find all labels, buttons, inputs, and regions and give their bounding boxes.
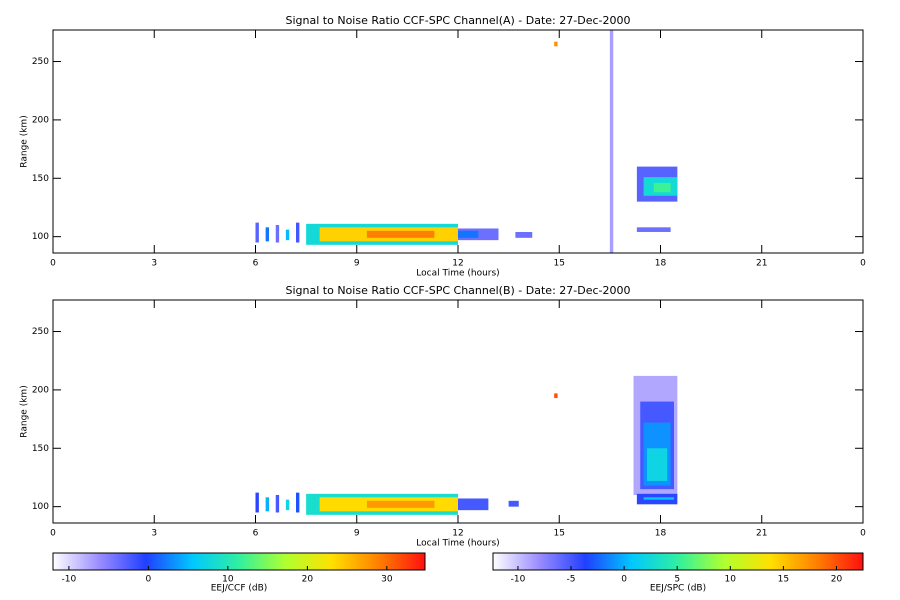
heat-cell — [255, 222, 259, 243]
chart-title: Signal to Noise Ratio CCF-SPC Channel(A)… — [286, 14, 631, 27]
colorbar — [492, 552, 864, 571]
heat-cell — [554, 41, 558, 47]
y-tick-label: 150 — [32, 444, 49, 454]
y-axis-label: Range (km) — [20, 385, 30, 437]
x-tick-label: 9 — [354, 259, 360, 269]
x-tick-label: 18 — [655, 259, 667, 269]
y-tick-label: 150 — [32, 174, 49, 184]
y-tick-label: 200 — [32, 115, 49, 125]
x-tick-label: 0 — [860, 259, 866, 269]
colorbar-tick-label: 20 — [831, 575, 843, 585]
x-tick-label: 21 — [756, 529, 767, 539]
y-tick-label: 250 — [32, 57, 49, 67]
heat-cell — [458, 498, 489, 511]
colorbar-tick-label: -10 — [62, 575, 77, 585]
x-tick-label: 15 — [554, 259, 565, 269]
x-tick-label: 15 — [554, 529, 565, 539]
heat-cell — [647, 448, 668, 481]
colorbar-tick-label: -5 — [567, 575, 576, 585]
heat-cell — [643, 497, 674, 500]
heat-cell — [636, 227, 671, 232]
heat-cell — [285, 499, 290, 511]
colorbar-tick-label: -10 — [511, 575, 526, 585]
heat-cell — [265, 227, 269, 242]
colorbar-tick-label: 0 — [621, 575, 627, 585]
x-tick-label: 12 — [452, 529, 463, 539]
heat-cell — [508, 500, 519, 507]
x-tick-label: 12 — [452, 259, 463, 269]
colorbar — [52, 552, 426, 571]
x-axis-label: Local Time (hours) — [416, 539, 499, 549]
colorbar-label: EEJ/CCF (dB) — [211, 584, 268, 594]
x-tick-label: 6 — [253, 529, 259, 539]
plot-frame — [52, 29, 864, 254]
colorbar-tick-label: 10 — [222, 575, 234, 585]
x-axis-label: Local Time (hours) — [416, 269, 499, 279]
colorbar-label: EEJ/SPC (dB) — [650, 584, 706, 594]
colorbar-tick-label: 20 — [302, 575, 314, 585]
heat-cell — [255, 492, 259, 513]
y-tick-label: 100 — [32, 502, 49, 512]
colorbar-tick-label: 0 — [146, 575, 152, 585]
x-tick-label: 0 — [50, 529, 56, 539]
x-tick-label: 0 — [860, 529, 866, 539]
colorbar-tick-label: 10 — [725, 575, 737, 585]
y-tick-label: 100 — [32, 232, 49, 242]
colorbar-tick-label: 5 — [674, 575, 680, 585]
y-tick-label: 200 — [32, 385, 49, 395]
heat-cell — [366, 230, 435, 238]
heat-cell — [515, 231, 533, 238]
y-axis-label: Range (km) — [20, 115, 30, 167]
x-tick-label: 0 — [50, 259, 56, 269]
heat-cell — [265, 497, 269, 512]
colorbar-tick-label: 30 — [381, 575, 393, 585]
x-tick-label: 3 — [151, 259, 157, 269]
heat-cell — [609, 30, 614, 253]
chart-title: Signal to Noise Ratio CCF-SPC Channel(B)… — [286, 284, 631, 297]
plot-frame — [52, 299, 864, 524]
heat-cell — [554, 393, 558, 399]
colorbar-tick-label: 15 — [778, 575, 789, 585]
heat-cell — [275, 224, 280, 243]
heat-cell — [296, 222, 300, 243]
heat-cell — [366, 500, 435, 508]
x-tick-label: 3 — [151, 529, 157, 539]
heat-cell — [653, 182, 671, 193]
x-tick-label: 18 — [655, 529, 667, 539]
heat-cell — [458, 230, 479, 238]
x-tick-label: 21 — [756, 259, 767, 269]
y-tick-label: 250 — [32, 327, 49, 337]
heat-cell — [296, 492, 300, 513]
heat-cell — [285, 229, 290, 241]
x-tick-label: 6 — [253, 259, 259, 269]
heat-cell — [275, 494, 280, 513]
x-tick-label: 9 — [354, 529, 360, 539]
